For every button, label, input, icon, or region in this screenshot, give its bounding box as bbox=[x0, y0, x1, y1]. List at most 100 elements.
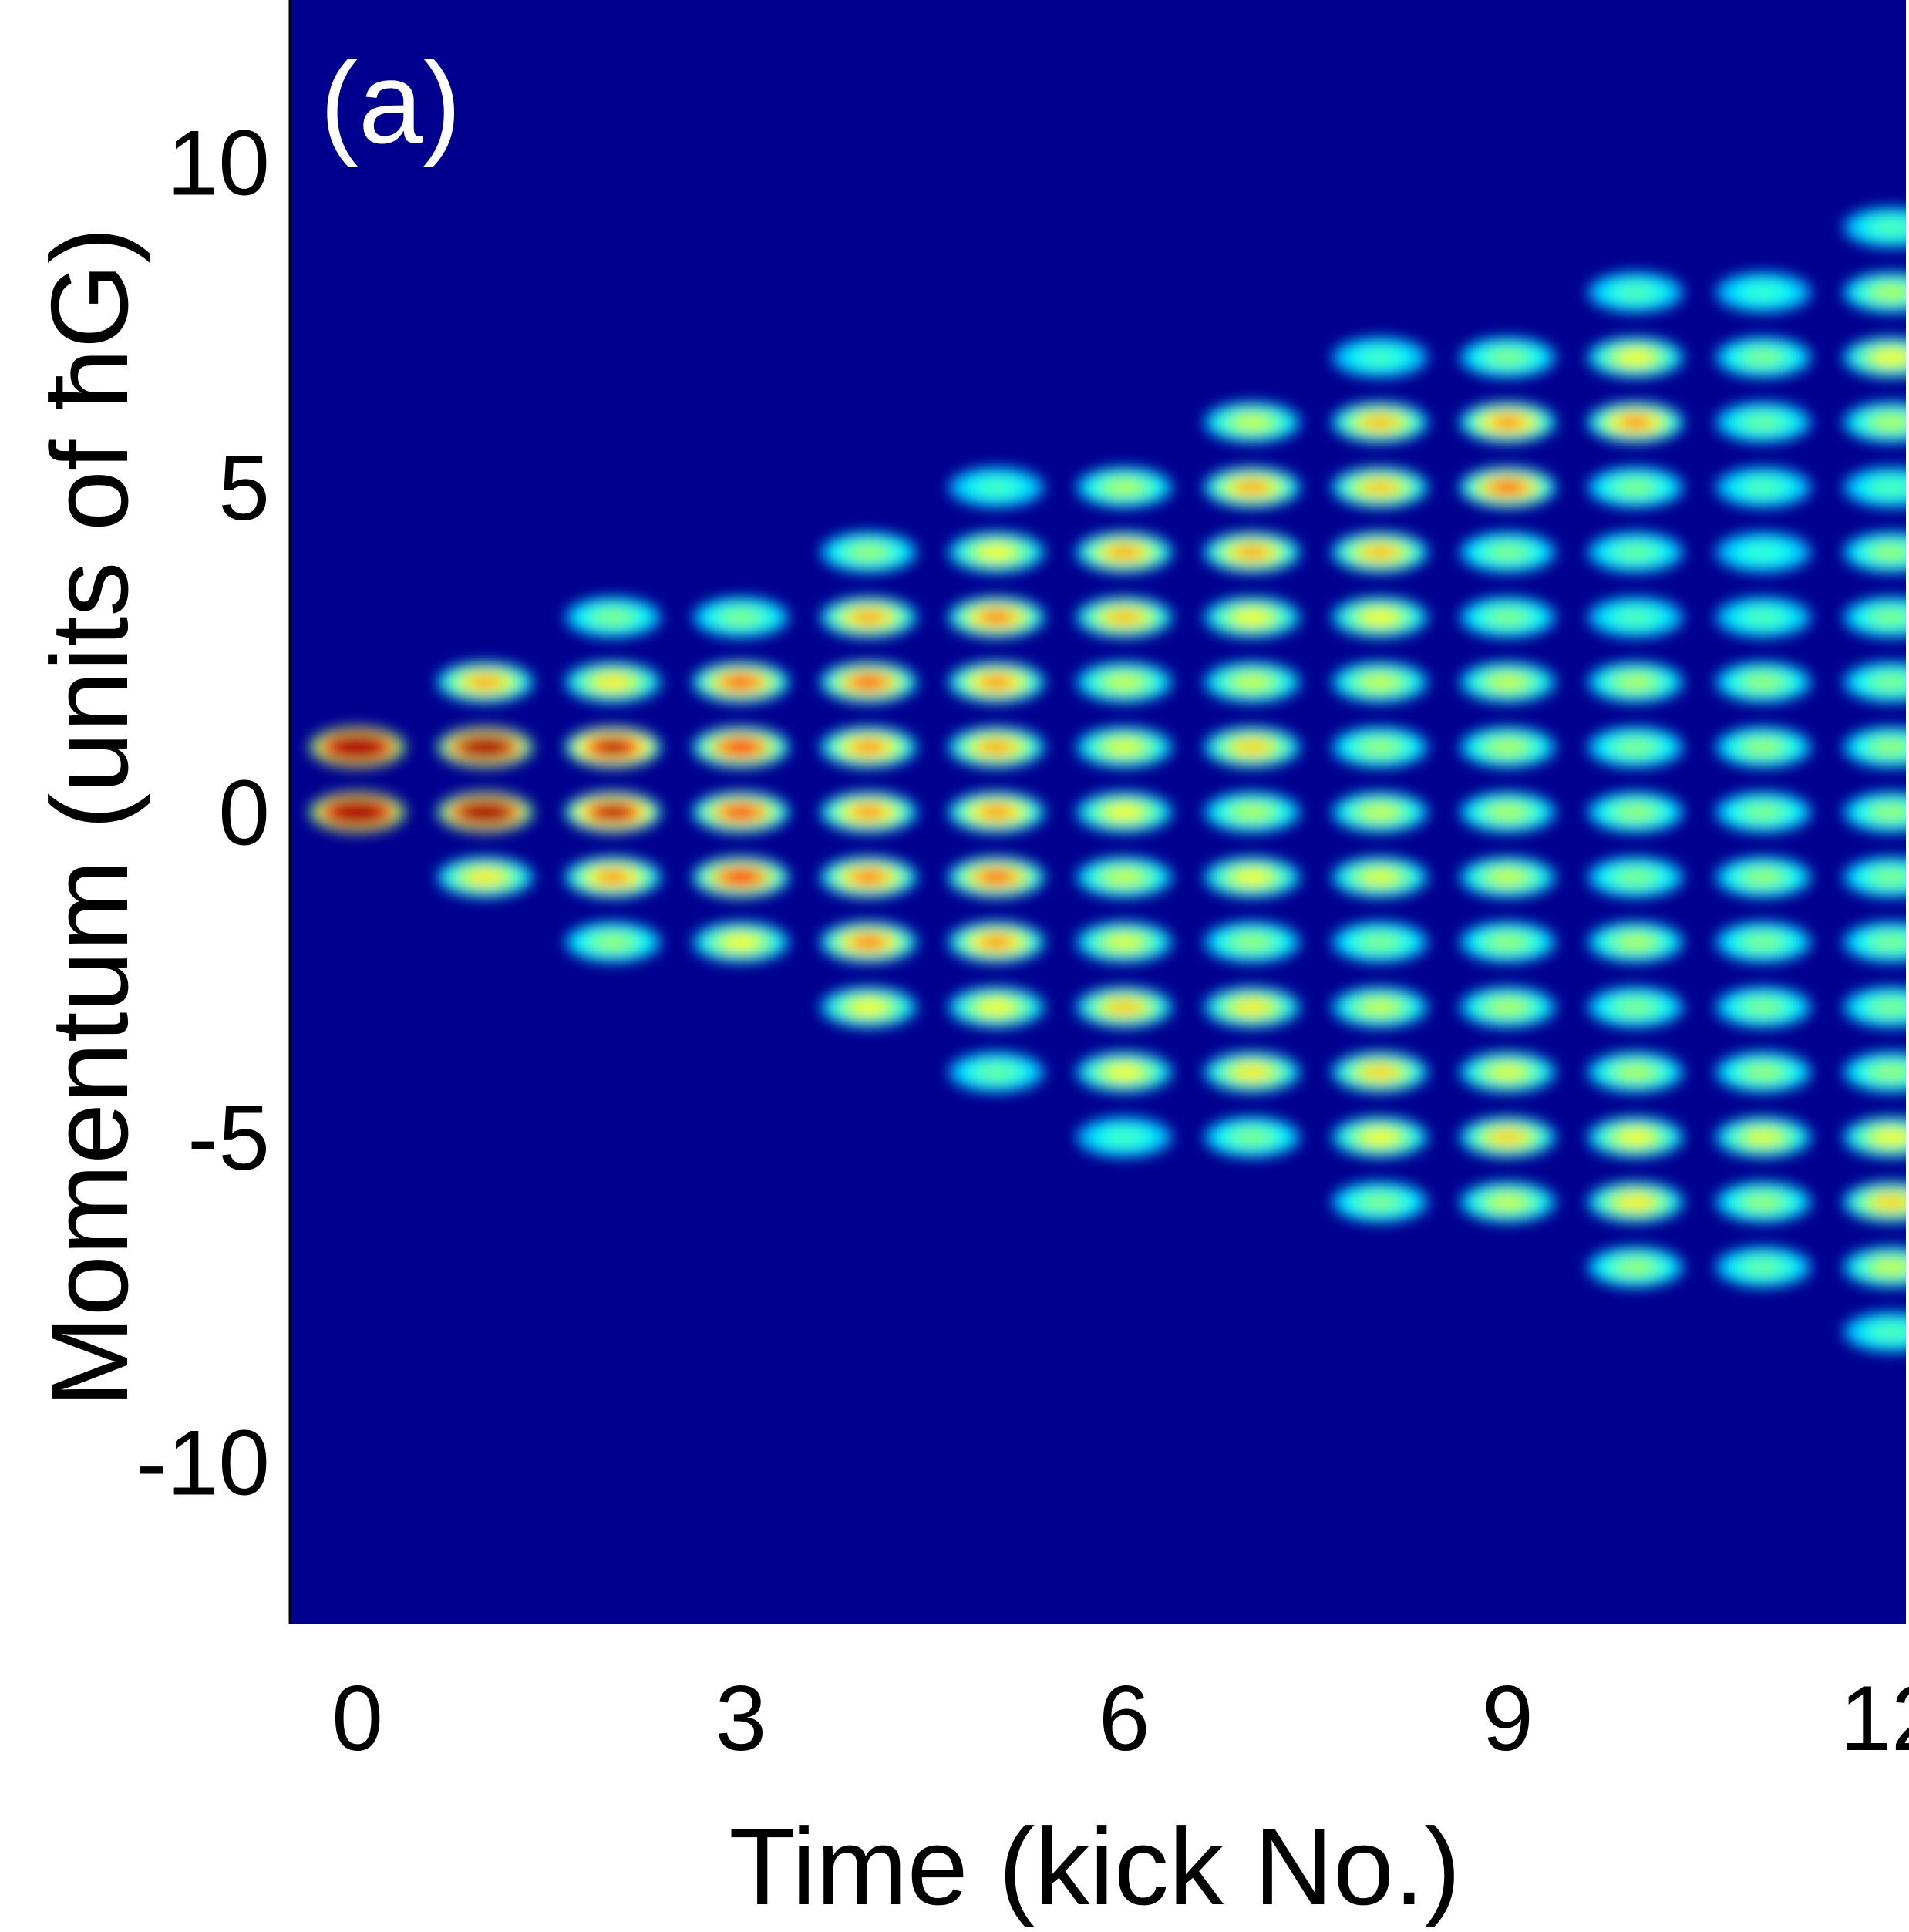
peak-t10-p8 bbox=[1587, 272, 1684, 313]
peak-t6-p-2 bbox=[1076, 922, 1173, 963]
peak-t8-p3 bbox=[1332, 597, 1428, 638]
peak-t5-p1 bbox=[948, 727, 1045, 768]
peak-t10-p-7 bbox=[1587, 1247, 1684, 1287]
peak-t12-p-8 bbox=[1843, 1311, 1906, 1352]
x-axis-label: Time (kick No.) bbox=[729, 1806, 1460, 1928]
peak-t11-p1 bbox=[1715, 727, 1812, 768]
peak-t1-p0 bbox=[437, 792, 534, 833]
peak-t9-p-4 bbox=[1460, 1052, 1556, 1092]
peak-t5-p5 bbox=[948, 467, 1045, 508]
peak-t4-p-3 bbox=[820, 987, 917, 1028]
x-tick-label: 9 bbox=[1482, 1667, 1534, 1770]
peak-t12-p6 bbox=[1843, 402, 1906, 443]
peak-t12-p-4 bbox=[1843, 1052, 1906, 1092]
peak-t7-p3 bbox=[1204, 597, 1300, 638]
peak-t11-p0 bbox=[1715, 792, 1812, 833]
peak-t11-p2 bbox=[1715, 661, 1812, 702]
peak-t11-p7 bbox=[1715, 337, 1812, 378]
peak-t11-p6 bbox=[1715, 402, 1812, 443]
peak-t10-p6 bbox=[1587, 402, 1684, 443]
peaks-layer bbox=[309, 207, 1906, 1352]
peak-t7-p4 bbox=[1204, 532, 1300, 573]
peak-t1-p2 bbox=[437, 661, 534, 702]
peak-t1-p-1 bbox=[437, 857, 534, 897]
peak-t10-p-3 bbox=[1587, 987, 1684, 1028]
peak-t11-p-4 bbox=[1715, 1052, 1812, 1092]
peak-t3-p-2 bbox=[692, 922, 789, 963]
peak-t8-p-6 bbox=[1332, 1182, 1428, 1223]
peak-t9-p-1 bbox=[1460, 857, 1556, 897]
peak-t11-p5 bbox=[1715, 467, 1812, 508]
peak-t9-p0 bbox=[1460, 792, 1556, 833]
peak-t9-p7 bbox=[1460, 337, 1556, 378]
peak-t3-p3 bbox=[692, 597, 789, 638]
peak-t6-p-5 bbox=[1076, 1116, 1173, 1157]
peak-t12-p8 bbox=[1843, 272, 1906, 313]
peak-t8-p2 bbox=[1332, 661, 1428, 702]
peak-t1-p1 bbox=[437, 727, 534, 768]
peak-t5-p3 bbox=[948, 597, 1045, 638]
peak-t2-p-1 bbox=[565, 857, 662, 897]
peak-t7-p1 bbox=[1204, 727, 1300, 768]
peak-t12-p-1 bbox=[1843, 857, 1906, 897]
peak-t2-p0 bbox=[565, 792, 662, 833]
peak-t5-p-2 bbox=[948, 922, 1045, 963]
peak-t7-p-4 bbox=[1204, 1052, 1300, 1092]
peak-t3-p2 bbox=[692, 661, 789, 702]
peak-t12-p-6 bbox=[1843, 1182, 1906, 1223]
peak-t6-p-3 bbox=[1076, 987, 1173, 1028]
peak-t6-p-4 bbox=[1076, 1052, 1173, 1092]
peak-t8-p-3 bbox=[1332, 987, 1428, 1028]
x-tick-labels: 0 3 6 9 12 bbox=[332, 1667, 1909, 1770]
peak-t12-p2 bbox=[1843, 661, 1906, 702]
peak-t10-p1 bbox=[1587, 727, 1684, 768]
peak-t12-p4 bbox=[1843, 532, 1906, 573]
peak-t4-p-2 bbox=[820, 922, 917, 963]
peak-t12-p-3 bbox=[1843, 987, 1906, 1028]
peak-t6-p4 bbox=[1076, 532, 1173, 573]
peak-t3-p-1 bbox=[692, 857, 789, 897]
peak-t11-p4 bbox=[1715, 532, 1812, 573]
peak-t0-p1 bbox=[309, 727, 406, 768]
peak-t8-p-1 bbox=[1332, 857, 1428, 897]
peak-t5-p-3 bbox=[948, 987, 1045, 1028]
peak-t12-p-5 bbox=[1843, 1116, 1906, 1157]
peak-t11-p-5 bbox=[1715, 1116, 1812, 1157]
peak-t7-p0 bbox=[1204, 792, 1300, 833]
peak-t11-p-7 bbox=[1715, 1247, 1812, 1287]
peak-t9-p-5 bbox=[1460, 1116, 1556, 1157]
peak-t10-p5 bbox=[1587, 467, 1684, 508]
peak-t10-p4 bbox=[1587, 532, 1684, 573]
peak-t9-p4 bbox=[1460, 532, 1556, 573]
peak-t12-p-2 bbox=[1843, 922, 1906, 963]
peak-t3-p0 bbox=[692, 792, 789, 833]
y-tick-label: 10 bbox=[167, 112, 270, 215]
peak-t2-p1 bbox=[565, 727, 662, 768]
peak-t8-p-4 bbox=[1332, 1052, 1428, 1092]
peak-t6-p0 bbox=[1076, 792, 1173, 833]
peak-t5-p-4 bbox=[948, 1052, 1045, 1092]
peak-t8-p4 bbox=[1332, 532, 1428, 573]
peak-t4-p4 bbox=[820, 532, 917, 573]
peak-t8-p1 bbox=[1332, 727, 1428, 768]
peak-t12-p3 bbox=[1843, 597, 1906, 638]
peak-t2-p-2 bbox=[565, 922, 662, 963]
peak-t5-p0 bbox=[948, 792, 1045, 833]
peak-t12-p7 bbox=[1843, 337, 1906, 378]
peak-t12-p0 bbox=[1843, 792, 1906, 833]
peak-t12-p-7 bbox=[1843, 1247, 1906, 1287]
peak-t10-p2 bbox=[1587, 661, 1684, 702]
peak-t9-p5 bbox=[1460, 467, 1556, 508]
peak-t2-p3 bbox=[565, 597, 662, 638]
peak-t12-p5 bbox=[1843, 467, 1906, 508]
peak-t6-p2 bbox=[1076, 661, 1173, 702]
peak-t7-p2 bbox=[1204, 661, 1300, 702]
y-tick-label: 5 bbox=[218, 436, 270, 540]
peak-t11-p-1 bbox=[1715, 857, 1812, 897]
peak-t8-p0 bbox=[1332, 792, 1428, 833]
peak-t10-p-1 bbox=[1587, 857, 1684, 897]
peak-t10-p-4 bbox=[1587, 1052, 1684, 1092]
peak-t9-p6 bbox=[1460, 402, 1556, 443]
peak-t4-p2 bbox=[820, 661, 917, 702]
